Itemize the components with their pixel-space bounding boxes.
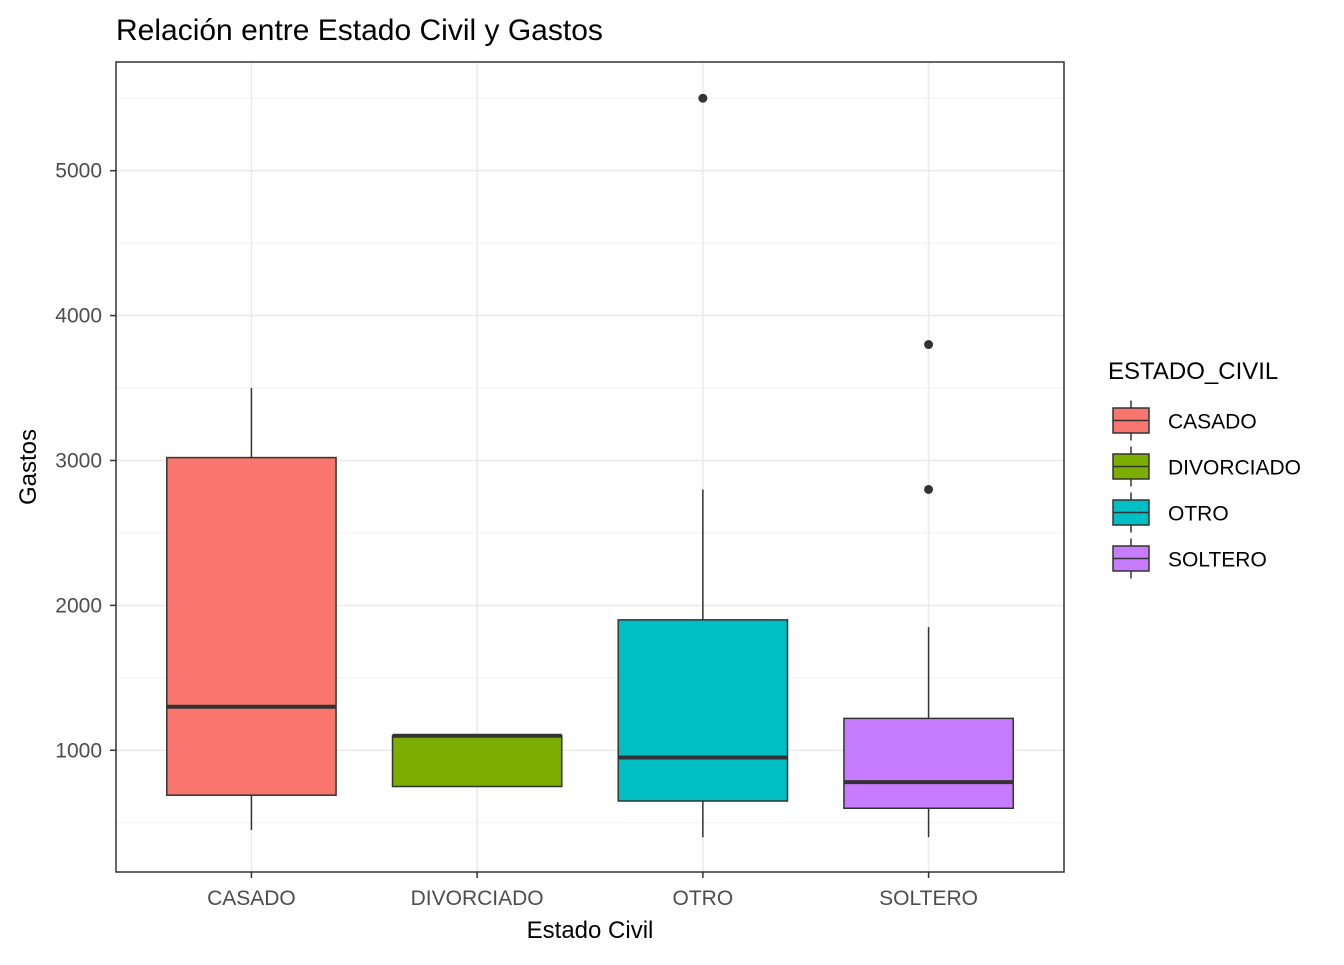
legend-title: ESTADO_CIVIL [1108, 358, 1278, 385]
x-tick-label: CASADO [207, 887, 296, 910]
legend-label: DIVORCIADO [1168, 457, 1301, 480]
y-tick-label: 1000 [55, 739, 102, 762]
box-soltero [843, 340, 1014, 838]
legend-label: CASADO [1168, 411, 1257, 434]
x-axis-title: Estado Civil [527, 917, 654, 944]
legend-item-casado: CASADO [1112, 400, 1257, 441]
x-axis: CASADO DIVORCIADO OTRO SOLTERO [207, 872, 978, 910]
x-tick-label: OTRO [673, 887, 734, 910]
outlier-point [924, 340, 934, 350]
outlier-point [698, 93, 708, 103]
y-axis-title: Gastos [15, 429, 42, 505]
legend-item-divorciado: DIVORCIADO [1112, 446, 1301, 487]
box-body [391, 735, 563, 788]
legend-item-otro: OTRO [1112, 492, 1229, 533]
legend-label: SOLTERO [1168, 549, 1267, 572]
chart-title: Relación entre Estado Civil y Gastos [116, 14, 603, 47]
y-tick-label: 4000 [55, 305, 102, 328]
legend-label: OTRO [1168, 503, 1229, 526]
y-axis: 1000 2000 3000 4000 5000 [55, 160, 116, 762]
legend-item-soltero: SOLTERO [1112, 538, 1267, 579]
outlier-point [924, 484, 934, 494]
box-body [166, 456, 337, 796]
plot-panel-border [115, 61, 1065, 873]
y-tick-label: 5000 [55, 160, 102, 183]
y-tick-label: 2000 [55, 594, 102, 617]
boxes [166, 93, 1014, 838]
box-body [843, 717, 1014, 809]
x-tick-label: DIVORCIADO [411, 887, 544, 910]
box-otro [617, 93, 789, 838]
box-body [617, 619, 789, 802]
y-tick-label: 3000 [55, 449, 102, 472]
legend: ESTADO_CIVIL CASADO DIVORCIADO OTRO SOLTERO [1108, 358, 1301, 579]
box-casado [166, 388, 337, 830]
box-divorciado [391, 733, 563, 788]
x-tick-label: SOLTERO [879, 887, 978, 910]
